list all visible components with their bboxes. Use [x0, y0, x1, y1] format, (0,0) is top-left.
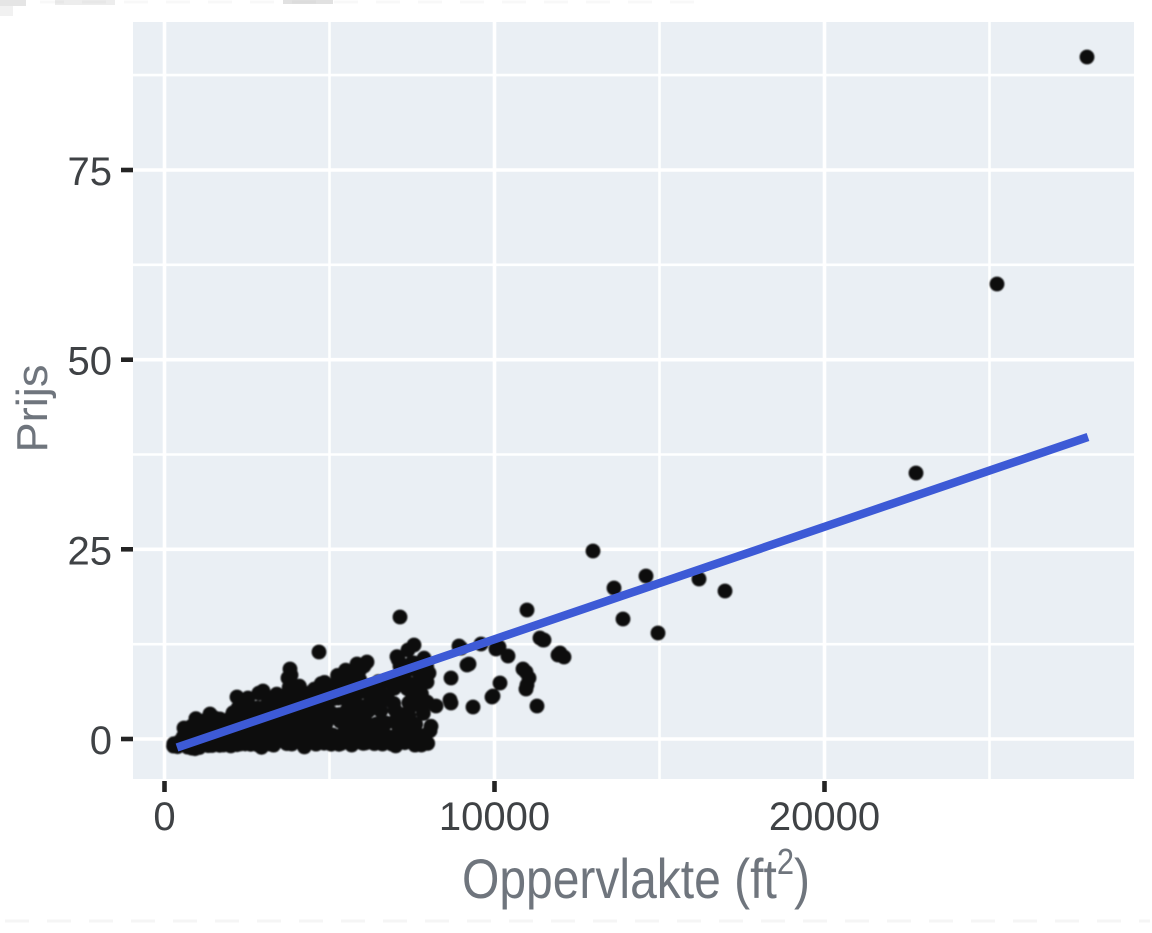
svg-text:0: 0	[153, 795, 175, 839]
svg-text:0: 0	[90, 719, 112, 763]
svg-text:20000: 20000	[769, 795, 880, 839]
svg-text:10000: 10000	[439, 795, 550, 839]
svg-text:Oppervlakte (ft2): Oppervlakte (ft2)	[462, 841, 810, 910]
svg-text:50: 50	[68, 340, 113, 384]
svg-text:25: 25	[68, 529, 113, 573]
svg-text:75: 75	[68, 150, 113, 194]
svg-text:Prijs: Prijs	[8, 365, 57, 453]
